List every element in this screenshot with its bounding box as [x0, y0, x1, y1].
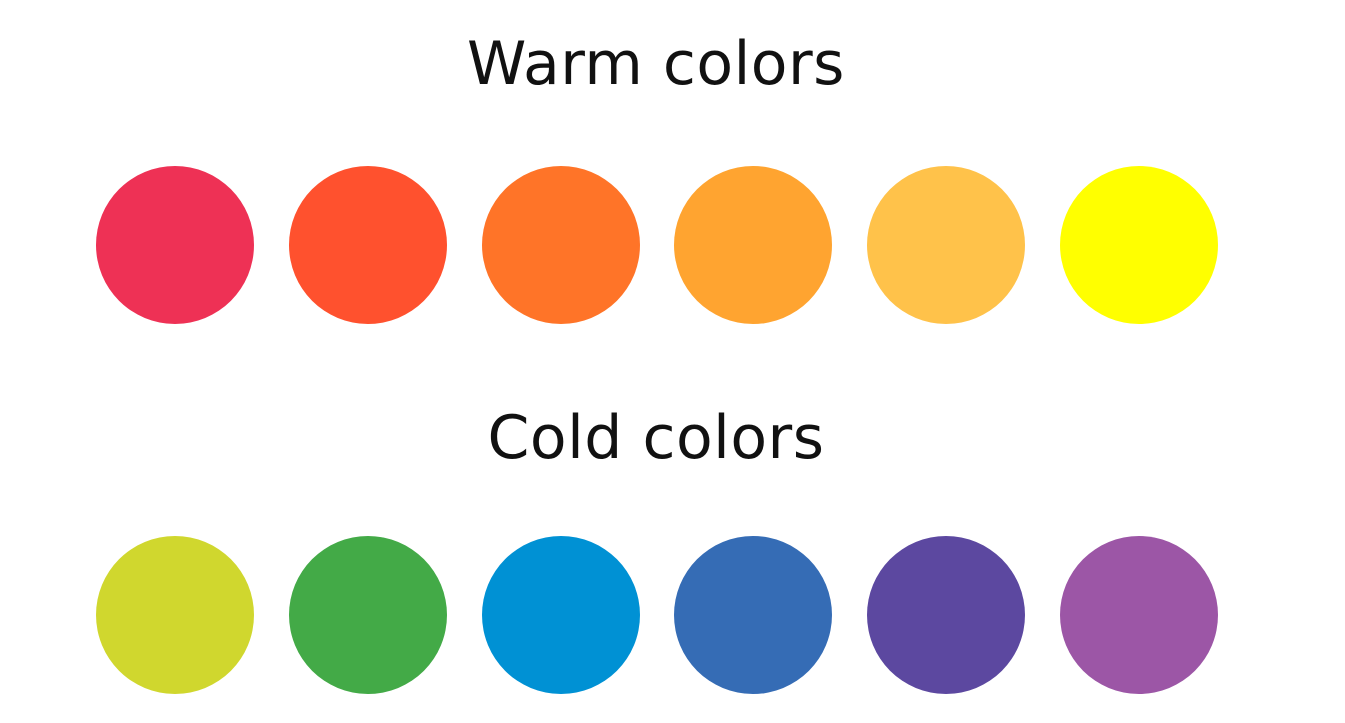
cold-swatch-sky-blue	[482, 536, 640, 694]
warm-swatch-amber	[674, 166, 832, 324]
warm-swatch-red-orange	[289, 166, 447, 324]
cold-swatch-indigo	[867, 536, 1025, 694]
cold-colors-title: Cold colors	[487, 403, 825, 473]
cold-swatch-green	[289, 536, 447, 694]
cold-swatch-yellow-green	[96, 536, 254, 694]
cold-swatch-blue	[674, 536, 832, 694]
warm-swatch-crimson	[96, 166, 254, 324]
cold-swatch-violet	[1060, 536, 1218, 694]
warm-colors-title: Warm colors	[467, 29, 845, 99]
warm-swatch-yellow	[1060, 166, 1218, 324]
warm-swatch-light-amber	[867, 166, 1025, 324]
warm-swatch-orange	[482, 166, 640, 324]
